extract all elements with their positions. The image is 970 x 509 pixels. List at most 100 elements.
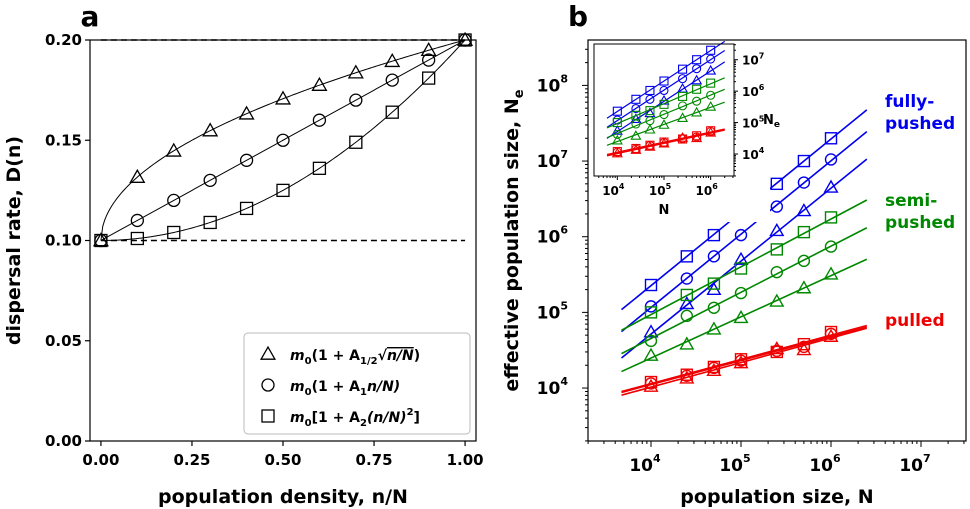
point-1-circle-5 bbox=[797, 254, 811, 268]
x-tick-label-b: 104 bbox=[629, 452, 661, 476]
inset-y-tick-label: 105 bbox=[742, 115, 765, 131]
point-1-square-3 bbox=[734, 262, 748, 275]
x-tick-label-a: 0.25 bbox=[173, 451, 210, 469]
point-1-square-2 bbox=[707, 277, 721, 290]
point-0-square-2 bbox=[707, 228, 721, 242]
inset-point-0-circle-1 bbox=[631, 103, 641, 114]
point-0-square-4 bbox=[770, 177, 784, 191]
point-linear-6 bbox=[312, 113, 327, 127]
inset-point-1-triangle-6 bbox=[705, 100, 717, 111]
point-0-triangle-0 bbox=[643, 324, 659, 338]
legend-label-triangle: m0(1 + A1/2√n/N) bbox=[290, 348, 420, 367]
inset-point-1-circle-6 bbox=[706, 90, 716, 100]
point-linear-2 bbox=[167, 193, 181, 208]
inset-point-0-square-5 bbox=[692, 55, 702, 65]
inset-point-2-triangle-4 bbox=[677, 131, 689, 142]
x-tick-label-a: 0.50 bbox=[264, 451, 301, 469]
point-quadratic-2 bbox=[167, 225, 181, 240]
inset-fit-0-1 bbox=[606, 49, 726, 128]
y-tick-label-b: 107 bbox=[537, 148, 568, 172]
point-1-triangle-3 bbox=[733, 309, 749, 324]
inset-point-2-triangle-3 bbox=[658, 137, 670, 148]
x-tick-label-b: 105 bbox=[719, 452, 750, 476]
y-tick-label-b: 105 bbox=[537, 299, 568, 323]
inset-point-1-square-2 bbox=[645, 106, 655, 116]
inset-x-tick-label: 105 bbox=[649, 182, 672, 198]
inset-point-0-triangle-5 bbox=[691, 74, 703, 85]
inset-point-0-triangle-1 bbox=[630, 113, 642, 123]
point-1-circle-2 bbox=[707, 301, 721, 314]
point-0-square-0 bbox=[644, 278, 658, 292]
inset-point-0-circle-5 bbox=[692, 64, 702, 74]
legend-label-square: m0[1 + A2(n/N)2] bbox=[290, 407, 420, 429]
inset-point-1-circle-5 bbox=[692, 96, 702, 106]
point-quadratic-4 bbox=[239, 201, 254, 216]
inset-point-2-triangle-5 bbox=[691, 132, 703, 143]
curve-sqrt bbox=[100, 39, 466, 241]
inset-point-0-square-1 bbox=[631, 94, 641, 104]
group-label-0: fully- bbox=[885, 92, 934, 112]
point-sqrt-0 bbox=[92, 232, 109, 247]
point-quadratic-6 bbox=[312, 161, 327, 175]
point-1-triangle-1 bbox=[679, 336, 695, 350]
x-tick-label-b: 106 bbox=[809, 452, 841, 476]
point-2-circle-6 bbox=[824, 327, 838, 341]
point-2-triangle-1 bbox=[679, 370, 695, 384]
group-label-1: semi- bbox=[885, 191, 937, 211]
inset-x-axis-label: N bbox=[659, 203, 670, 218]
inset-point-1-square-1 bbox=[631, 110, 641, 120]
inset-point-1-triangle-5 bbox=[691, 106, 703, 117]
x-tick-label-a: 0.00 bbox=[82, 451, 119, 469]
point-0-circle-6 bbox=[824, 153, 838, 166]
point-quadratic-0 bbox=[94, 233, 108, 248]
point-quadratic-7 bbox=[349, 135, 363, 149]
point-linear-8 bbox=[385, 73, 399, 87]
inset-point-0-triangle-0 bbox=[611, 125, 623, 135]
x-tick-label-a: 0.75 bbox=[356, 451, 393, 469]
x-axis-label-b: population size, N bbox=[680, 486, 873, 508]
y-tick-label-b: 104 bbox=[537, 375, 569, 399]
inset-point-0-triangle-6 bbox=[705, 64, 717, 75]
group-label-1: pushed bbox=[885, 213, 955, 233]
point-2-triangle-4 bbox=[769, 341, 785, 355]
y-tick-label-a: 0.00 bbox=[45, 432, 82, 450]
point-quadratic-3 bbox=[203, 215, 217, 230]
point-0-triangle-4 bbox=[769, 222, 785, 237]
point-quadratic-1 bbox=[130, 231, 144, 246]
y-axis-label-b: effective population size, Ne bbox=[501, 89, 527, 391]
point-2-triangle-5 bbox=[796, 342, 812, 356]
inset-point-1-triangle-1 bbox=[630, 130, 642, 140]
point-sqrt-8 bbox=[384, 53, 401, 68]
inset-point-1-square-4 bbox=[678, 91, 688, 101]
panel-label-a: a bbox=[81, 0, 100, 33]
point-linear-5 bbox=[276, 133, 290, 147]
point-quadratic-8 bbox=[385, 105, 399, 119]
point-1-circle-4 bbox=[770, 265, 784, 279]
point-1-square-1 bbox=[680, 288, 694, 302]
point-0-triangle-5 bbox=[796, 203, 812, 217]
point-linear-7 bbox=[349, 93, 363, 107]
inset-point-0-square-3 bbox=[659, 76, 669, 86]
x-axis-label-a: population density, n/N bbox=[158, 486, 408, 508]
inset-fit-0-0 bbox=[606, 40, 726, 119]
inset-point-1-square-3 bbox=[659, 99, 669, 109]
point-0-square-6 bbox=[824, 132, 838, 145]
y-axis-label-a: dispersal rate, D(n) bbox=[3, 136, 25, 345]
y-tick-label-a: 0.15 bbox=[45, 131, 82, 149]
inset-point-1-triangle-3 bbox=[658, 119, 670, 129]
group-label-0: pushed bbox=[885, 114, 955, 134]
point-2-triangle-0 bbox=[643, 378, 659, 392]
x-tick-label-b: 107 bbox=[899, 452, 930, 476]
inset-y-tick-label: 104 bbox=[742, 146, 765, 162]
inset-point-1-triangle-0 bbox=[611, 134, 623, 145]
y-tick-label-a: 0.20 bbox=[45, 31, 82, 49]
inset-point-1-triangle-4 bbox=[677, 112, 689, 122]
point-1-triangle-6 bbox=[823, 266, 839, 280]
point-linear-9 bbox=[422, 53, 436, 67]
point-0-triangle-3 bbox=[733, 251, 749, 265]
point-0-square-5 bbox=[797, 154, 811, 168]
group-label-2: pulled bbox=[885, 311, 945, 331]
curve-linear bbox=[100, 39, 466, 241]
inset-point-2-triangle-1 bbox=[630, 144, 642, 154]
